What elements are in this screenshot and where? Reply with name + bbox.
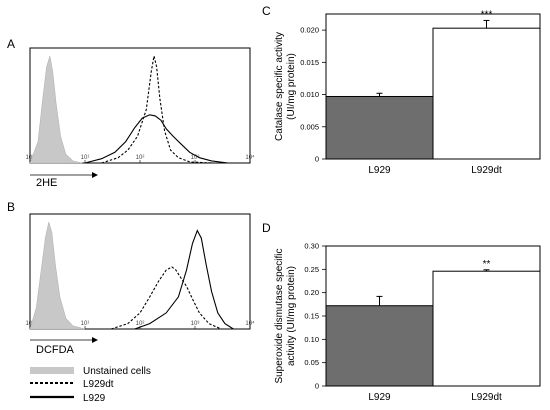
histogram-a-series-unstained-cells — [29, 55, 83, 164]
legend-label-l929dt: L929dt — [83, 379, 114, 390]
bar-chart-c: 0 0.005 0.010 0.015 0.020 Catalase specific a… — [274, 9, 541, 176]
histogram-b-x-tick-label-1: 10¹ — [81, 321, 90, 327]
bar-chart-c-y-tick-label-1: 0.005 — [300, 122, 319, 131]
bar-chart-c-significance-l929dt: *** — [481, 9, 493, 20]
bar-chart-c-y-tick-label-2: 0.010 — [300, 90, 319, 99]
bar-chart-d-x-label-l929dt: L929dt — [471, 392, 502, 403]
bar-chart-c-y-tick-label-4: 0.020 — [300, 26, 319, 35]
bar-chart-d: 0 0.05 0.10 0.15 0.20 0.25 0.30 Superoxide dism… — [274, 242, 541, 403]
bar-chart-d-bar-l929 — [325, 305, 434, 387]
histogram-a-x-tick-label-2: 10² — [136, 155, 145, 161]
bar-chart-c-bar-l929dt — [432, 27, 541, 160]
panel-letter-a: A — [7, 37, 15, 51]
bar-chart-c-ylabel-line-1: (UI/mg protein) — [286, 53, 297, 120]
legend-label-unstained: Unstained cells — [83, 366, 151, 377]
bar-chart-d-significance-l929dt: ** — [483, 259, 491, 270]
panel-letter-c: C — [262, 4, 271, 18]
histogram-a-x-tick-label-0: 10⁰ — [25, 154, 35, 161]
bar-chart-d-y-tick-label-2: 0.10 — [304, 335, 319, 344]
bar-chart-c-x-label-l929dt: L929dt — [471, 165, 502, 176]
bar-chart-d-y-tick-label-0: 0 — [315, 382, 319, 391]
bar-chart-d-bar-l929dt — [432, 270, 541, 387]
legend-swatch-unstained — [30, 367, 74, 374]
histogram-b-series-l929dt — [111, 266, 222, 330]
histogram-a-x-tick-label-1: 10¹ — [81, 155, 90, 161]
bar-chart-d-x-label-l929: L929 — [368, 392, 391, 403]
histogram-b-x-tick-label-2: 10² — [136, 321, 145, 327]
panel-letter-b: B — [7, 200, 15, 214]
histogram-b-x-tick-label-0: 10⁰ — [25, 320, 35, 327]
bar-chart-d-ylabel-line-1: activity (UI/mg protein) — [286, 266, 297, 366]
panel-letter-d: D — [262, 221, 271, 235]
histogram-b-x-tick-label-3: 10³ — [191, 321, 200, 327]
bar-chart-d-y-tick-label-1: 0.05 — [304, 358, 319, 367]
histogram-b-series-l929 — [134, 229, 234, 330]
bar-chart-d-y-tick-label-3: 0.15 — [304, 312, 319, 321]
histogram-a-x-tick-label-4: 10⁴ — [245, 154, 255, 161]
bar-chart-c-x-label-l929: L929 — [368, 165, 391, 176]
legend-label-l929: L929 — [83, 393, 106, 404]
bar-chart-c-ylabel-line-0: Catalase specific activity — [274, 32, 285, 141]
histogram-a-xlabel: 2HE — [36, 177, 57, 189]
histogram-b-xlabel: DCFDA — [36, 344, 75, 356]
histogram-a-x-tick-label-3: 10³ — [191, 155, 200, 161]
bar-chart-c-bar-l929 — [325, 95, 434, 160]
histogram-a: 10⁰ 10¹ 10² 10³ 10⁴ — [25, 47, 255, 164]
histogram-b-arrow — [30, 337, 98, 343]
bar-chart-d-y-tick-label-6: 0.30 — [304, 242, 319, 251]
histogram-a-series-l929 — [84, 114, 229, 164]
histogram-b-x-tick-label-4: 10⁴ — [245, 320, 255, 327]
histogram-a-series-l929dt — [101, 55, 212, 164]
bar-chart-d-y-tick-label-5: 0.25 — [304, 265, 319, 274]
bar-chart-d-ylabel-line-0: Superoxide dismutase specific — [274, 248, 285, 383]
histogram-a-arrow — [30, 172, 98, 178]
legend: Unstained cells L929dt L929 — [30, 366, 151, 404]
bar-chart-c-y-tick-label-0: 0 — [315, 155, 319, 164]
bar-chart-d-y-tick-label-4: 0.20 — [304, 288, 319, 297]
histogram-b-series-unstained-cells — [29, 221, 86, 330]
bar-chart-c-y-tick-label-3: 0.015 — [300, 58, 319, 67]
histogram-b: 10⁰ 10¹ 10² 10³ 10⁴ — [25, 213, 255, 330]
